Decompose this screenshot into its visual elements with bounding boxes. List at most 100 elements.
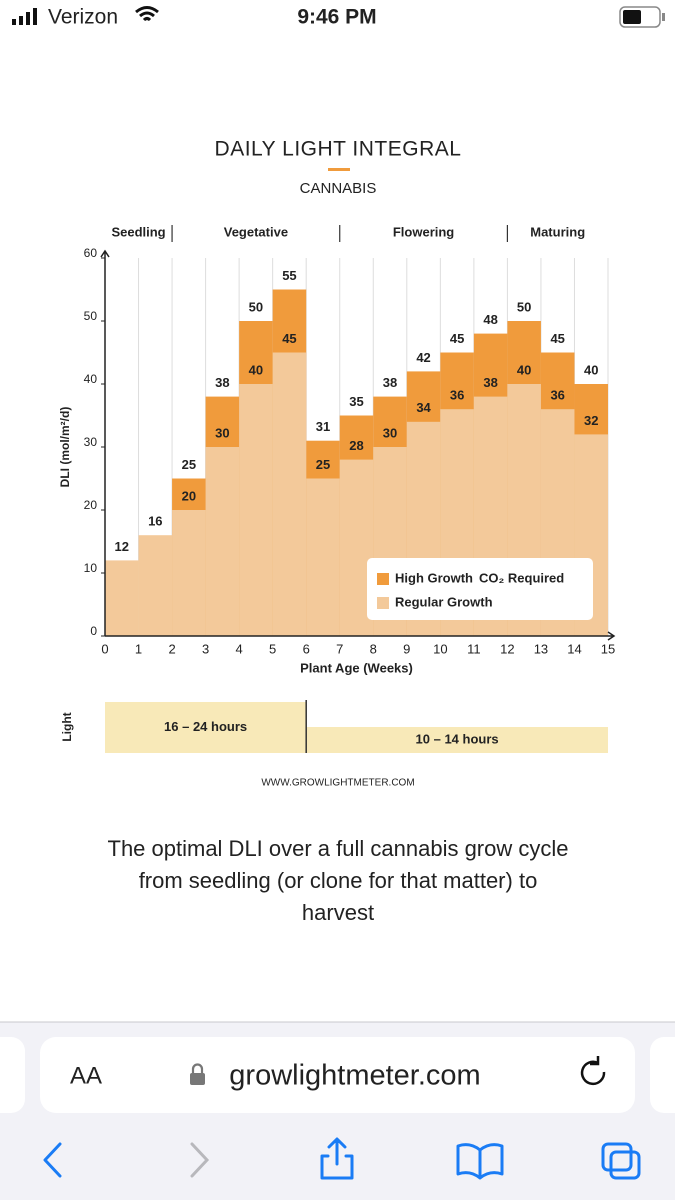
stage-label: Maturing	[530, 224, 585, 239]
bar	[205, 447, 240, 636]
forward-button[interactable]	[190, 1142, 210, 1178]
carrier: Verizon	[48, 6, 118, 29]
lock-icon	[190, 1073, 205, 1085]
x-tick-label: 4	[236, 641, 243, 656]
clock: 9:46 PM	[297, 6, 376, 29]
bar-label: 16	[148, 514, 162, 529]
tabs-button-back[interactable]	[601, 1142, 633, 1172]
status-bar: Verizon 9:46 PM	[12, 6, 665, 29]
lock-shackle	[191, 1063, 204, 1073]
y-tick-label: 10	[84, 561, 98, 575]
caption-line: harvest	[302, 900, 374, 925]
bar-label: 36	[550, 388, 564, 403]
y-axis-label: DLI (mol/m²/d)	[58, 407, 72, 488]
tabs-button[interactable]	[609, 1150, 641, 1180]
text-size-button[interactable]: AA	[70, 1062, 102, 1089]
bar-label: 45	[550, 331, 564, 346]
x-tick-label: 6	[303, 641, 310, 656]
bar-label: 38	[383, 375, 397, 390]
legend-label: High Growth	[395, 570, 473, 585]
battery-tip	[662, 13, 665, 21]
bar	[306, 478, 340, 636]
caption-line: from seedling (or clone for that matter)…	[139, 868, 538, 893]
prev-tab[interactable]	[0, 1037, 25, 1113]
x-tick-label: 1	[135, 641, 142, 656]
bar-label: 50	[517, 299, 531, 314]
legend-label: Regular Growth	[395, 594, 493, 609]
stage-label: Vegetative	[224, 224, 288, 239]
bar-label: 32	[584, 413, 598, 428]
y-tick-label: 40	[84, 372, 98, 386]
bar	[138, 535, 173, 636]
y-tick-label: 60	[84, 246, 98, 260]
x-tick-label: 9	[403, 641, 410, 656]
light-period	[105, 702, 307, 753]
bar-label: 55	[282, 268, 296, 283]
legend	[367, 558, 593, 620]
bar	[105, 560, 139, 636]
bar	[239, 384, 273, 636]
y-tick-label: 20	[84, 498, 98, 512]
url[interactable]: growlightmeter.com	[229, 1060, 480, 1092]
bar-label: 42	[416, 350, 430, 365]
legend-note: CO₂ Required	[479, 570, 564, 585]
x-tick-label: 5	[269, 641, 276, 656]
bar	[172, 510, 206, 636]
stage-label: Flowering	[393, 224, 454, 239]
next-tab[interactable]	[650, 1037, 675, 1113]
bar-label: 36	[450, 388, 464, 403]
light-period-label: 16 – 24 hours	[164, 719, 247, 734]
share-button[interactable]	[320, 1137, 354, 1180]
x-tick-label: 14	[567, 641, 581, 656]
light-period-label: 10 – 14 hours	[416, 731, 499, 746]
bookmarks-button[interactable]	[456, 1143, 504, 1180]
back-button[interactable]	[43, 1142, 62, 1178]
legend-swatch	[377, 597, 389, 609]
bar-label: 35	[349, 394, 363, 409]
signal-bar	[26, 12, 30, 25]
bar-label: 28	[349, 438, 363, 453]
bar-label: 25	[316, 457, 330, 472]
signal-bar	[33, 8, 37, 25]
wifi-icon	[135, 6, 159, 22]
x-tick-label: 3	[202, 641, 209, 656]
reload-button[interactable]	[580, 1056, 606, 1086]
address-bar[interactable]	[40, 1037, 635, 1113]
x-tick-label: 2	[168, 641, 175, 656]
chart-subtitle: CANNABIS	[300, 180, 377, 197]
title-underline	[328, 168, 350, 171]
bar-label: 40	[584, 362, 598, 377]
source: WWW.GROWLIGHTMETER.COM	[261, 778, 414, 789]
bar-label: 20	[182, 488, 196, 503]
bar-label: 38	[215, 375, 229, 390]
light-label: Light	[60, 712, 74, 741]
bar-label: 40	[517, 362, 531, 377]
light-period	[306, 727, 608, 753]
y-tick-label: 30	[84, 435, 98, 449]
signal-bar	[12, 19, 16, 25]
bar-label: 12	[115, 539, 129, 554]
bar-label: 25	[182, 457, 196, 472]
y-axis	[100, 249, 110, 636]
battery	[619, 6, 661, 28]
x-tick-label: 8	[370, 641, 377, 656]
y-tick-label: 50	[84, 309, 98, 323]
x-tick-label: 15	[601, 641, 615, 656]
bar	[272, 352, 307, 636]
stage-label: Seedling	[111, 224, 165, 239]
bar-label: 45	[450, 331, 464, 346]
bar-label: 30	[215, 425, 229, 440]
signal-bar	[19, 16, 23, 25]
bar-label: 50	[249, 299, 263, 314]
bar-label: 38	[483, 375, 497, 390]
bar-label: 30	[383, 425, 397, 440]
caption-line: The optimal DLI over a full cannabis gro…	[108, 836, 569, 861]
caption: The optimal DLI over a full cannabis gro…	[108, 836, 569, 925]
battery-level	[623, 10, 641, 24]
plot: 0 1 2 3 4 5 6 7 8 9 10 11 12 13 14 15010203040506025385…	[58, 224, 616, 753]
x-tick-label: 10	[433, 641, 447, 656]
y-tick-label: 0	[90, 624, 97, 638]
x-axis-label: Plant Age (Weeks)	[300, 660, 413, 675]
bar-label: 45	[282, 331, 296, 346]
